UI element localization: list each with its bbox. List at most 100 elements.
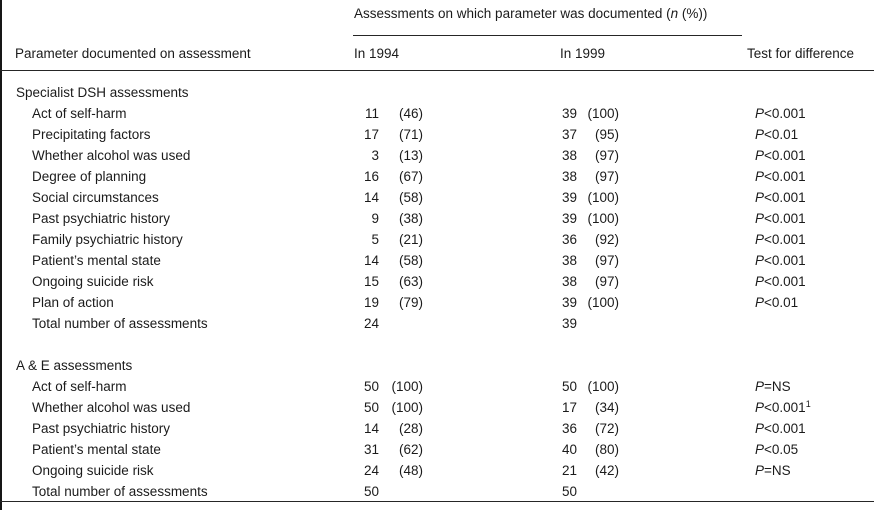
pct-1999: (95) xyxy=(594,127,619,142)
n-1994: 24 xyxy=(363,463,379,478)
pct-1994: (58) xyxy=(398,190,423,205)
group-header-underline xyxy=(353,35,742,36)
test-value: P<0.01 xyxy=(755,295,799,310)
section-title-row: Specialist DSH assessments xyxy=(0,82,874,103)
parameter-label: Patient’s mental state xyxy=(32,253,161,268)
parameter-label: Whether alcohol was used xyxy=(32,148,191,163)
pct-1994: (63) xyxy=(398,274,423,289)
pct-1994: (100) xyxy=(391,400,423,415)
table-row: Social circumstances 14 (58) 39 (100) P<0.001 xyxy=(0,187,874,208)
pct-1999: (80) xyxy=(594,442,619,457)
table-row: Whether alcohol was used 50 (100) 17 (34) P<0… xyxy=(0,397,874,418)
pct-1994: (67) xyxy=(398,169,423,184)
n-1994: 14 xyxy=(363,253,379,268)
test-value: P<0.001 xyxy=(755,169,806,184)
test-value: P<0.001 xyxy=(755,148,806,163)
p-symbol: P xyxy=(755,253,765,268)
section-title: Specialist DSH assessments xyxy=(16,85,189,100)
n-1994: 50 xyxy=(363,379,379,394)
n-1994: 31 xyxy=(363,442,379,457)
n-1999: 50 xyxy=(561,379,577,394)
pct-1999: (97) xyxy=(594,148,619,163)
table-row: Past psychiatric history 9 (38) 39 (100) P<0.… xyxy=(0,208,874,229)
column-header-parameter: Parameter documented on assessment xyxy=(15,46,251,61)
footnote-marker: 1 xyxy=(805,399,811,409)
p-symbol: P xyxy=(755,463,765,478)
parameter-label: Total number of assessments xyxy=(32,316,208,331)
n-1999: 50 xyxy=(561,484,577,499)
table-row: Whether alcohol was used 3 (13) 38 (97) P<0.0… xyxy=(0,145,874,166)
n-1994: 14 xyxy=(363,421,379,436)
p-symbol: P xyxy=(755,211,765,226)
table-body: Specialist DSH assessments Act of self-ha… xyxy=(0,82,874,502)
n-1994: 11 xyxy=(364,106,379,121)
test-value: P=NS xyxy=(755,379,791,394)
n-1999: 36 xyxy=(561,232,577,247)
pct-1994: (71) xyxy=(398,127,423,142)
p-symbol: P xyxy=(755,442,765,457)
p-symbol: P xyxy=(755,148,765,163)
test-value: P<0.001 xyxy=(755,274,806,289)
n-1999: 36 xyxy=(561,421,577,436)
table-row: Ongoing suicide risk 15 (63) 38 (97) P<0.001 xyxy=(0,271,874,292)
pct-1999: (100) xyxy=(587,106,619,121)
table-row: Degree of planning 16 (67) 38 (97) P<0.001 xyxy=(0,166,874,187)
section-title: A & E assessments xyxy=(16,358,133,373)
p-symbol: P xyxy=(755,190,765,205)
parameter-label: Social circumstances xyxy=(32,190,159,205)
test-value: P<0.001 xyxy=(755,253,806,268)
parameter-label: Ongoing suicide risk xyxy=(32,274,154,289)
group-header-italic-n: n xyxy=(670,6,679,21)
pct-1994: (46) xyxy=(398,106,423,121)
table-section: Specialist DSH assessments Act of self-ha… xyxy=(0,82,874,334)
column-header-test: Test for difference xyxy=(747,46,855,61)
test-value: P<0.001 xyxy=(755,211,806,226)
parameter-label: Degree of planning xyxy=(32,169,147,184)
parameter-label: Precipitating factors xyxy=(32,127,151,142)
p-symbol: P xyxy=(755,169,765,184)
n-1994: 14 xyxy=(363,190,379,205)
pct-1999: (92) xyxy=(594,232,619,247)
pct-1994: (21) xyxy=(398,232,423,247)
n-1999: 39 xyxy=(561,190,577,205)
pct-1994: (38) xyxy=(398,211,423,226)
n-1999: 38 xyxy=(561,253,577,268)
n-1999: 38 xyxy=(561,274,577,289)
column-header-1994: In 1994 xyxy=(354,46,400,61)
group-column-header: Assessments on which parameter was docum… xyxy=(354,3,707,24)
column-header-1999: In 1999 xyxy=(560,46,606,61)
test-value: P<0.001 xyxy=(755,106,806,121)
n-1999: 21 xyxy=(561,463,577,478)
pct-1994: (13) xyxy=(398,148,423,163)
n-1994: 3 xyxy=(371,148,379,163)
pct-1999: (34) xyxy=(594,400,619,415)
n-1999: 38 xyxy=(561,148,577,163)
n-1999: 39 xyxy=(561,211,577,226)
p-symbol: P xyxy=(755,379,765,394)
n-1994: 16 xyxy=(363,169,379,184)
parameter-label: Patient’s mental state xyxy=(32,442,161,457)
pct-1999: (72) xyxy=(594,421,619,436)
table-row: Plan of action 19 (79) 39 (100) P<0.01 xyxy=(0,292,874,313)
table-row: Total number of assessments 24 39 xyxy=(0,313,874,334)
pct-1999: (42) xyxy=(594,463,619,478)
parameter-label: Ongoing suicide risk xyxy=(32,463,154,478)
parameter-label: Plan of action xyxy=(32,295,114,310)
n-1994: 17 xyxy=(363,127,379,142)
test-value: P=NS xyxy=(755,463,791,478)
n-1999: 37 xyxy=(561,127,577,142)
n-1999: 40 xyxy=(561,442,577,457)
pct-1994: (79) xyxy=(398,295,423,310)
pct-1999: (100) xyxy=(587,379,619,394)
pct-1999: (97) xyxy=(594,253,619,268)
pct-1994: (48) xyxy=(398,463,423,478)
pct-1994: (58) xyxy=(398,253,423,268)
table-row: Family psychiatric history 5 (21) 36 (92) P<0… xyxy=(0,229,874,250)
pct-1999: (97) xyxy=(594,274,619,289)
n-1999: 39 xyxy=(561,106,577,121)
table-row: Act of self-harm 50 (100) 50 (100) P=NS xyxy=(0,376,874,397)
table-row: Patient’s mental state 31 (62) 40 (80) P<0.05 xyxy=(0,439,874,460)
n-1994: 5 xyxy=(371,232,379,247)
n-1999: 39 xyxy=(561,295,577,310)
